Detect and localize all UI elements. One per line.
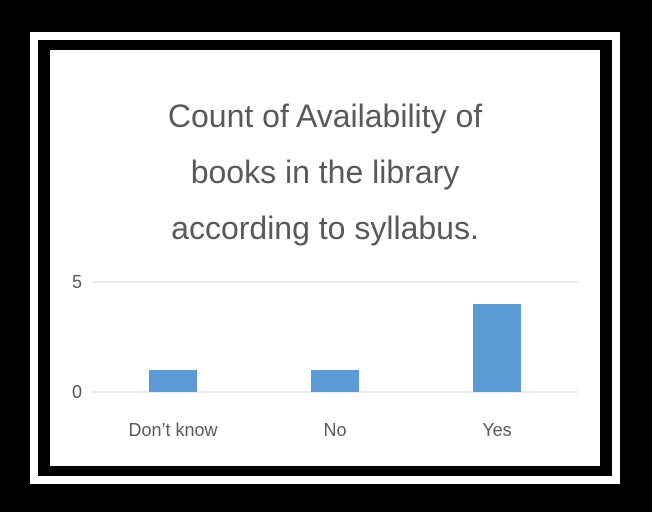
chart-title-line-2: books in the library xyxy=(190,154,460,190)
y-tick-label-5: 5 xyxy=(72,272,82,292)
bar-1 xyxy=(311,370,359,392)
bar-2 xyxy=(473,304,521,392)
x-tick-label-1: No xyxy=(323,420,346,440)
bar-0 xyxy=(149,370,197,392)
y-tick-label-0: 0 xyxy=(72,382,82,402)
x-tick-label-0: Don’t know xyxy=(128,420,218,440)
x-tick-label-2: Yes xyxy=(482,420,511,440)
chart-area: Count of Availability of books in the li… xyxy=(50,50,600,466)
bar-plot: 0 5 Don’t know No Yes xyxy=(72,272,578,440)
chart-title-line-1: Count of Availability of xyxy=(167,98,483,134)
chart-title-line-3: according to syllabus. xyxy=(171,210,479,246)
chart-title: Count of Availability of books in the li… xyxy=(50,88,600,256)
